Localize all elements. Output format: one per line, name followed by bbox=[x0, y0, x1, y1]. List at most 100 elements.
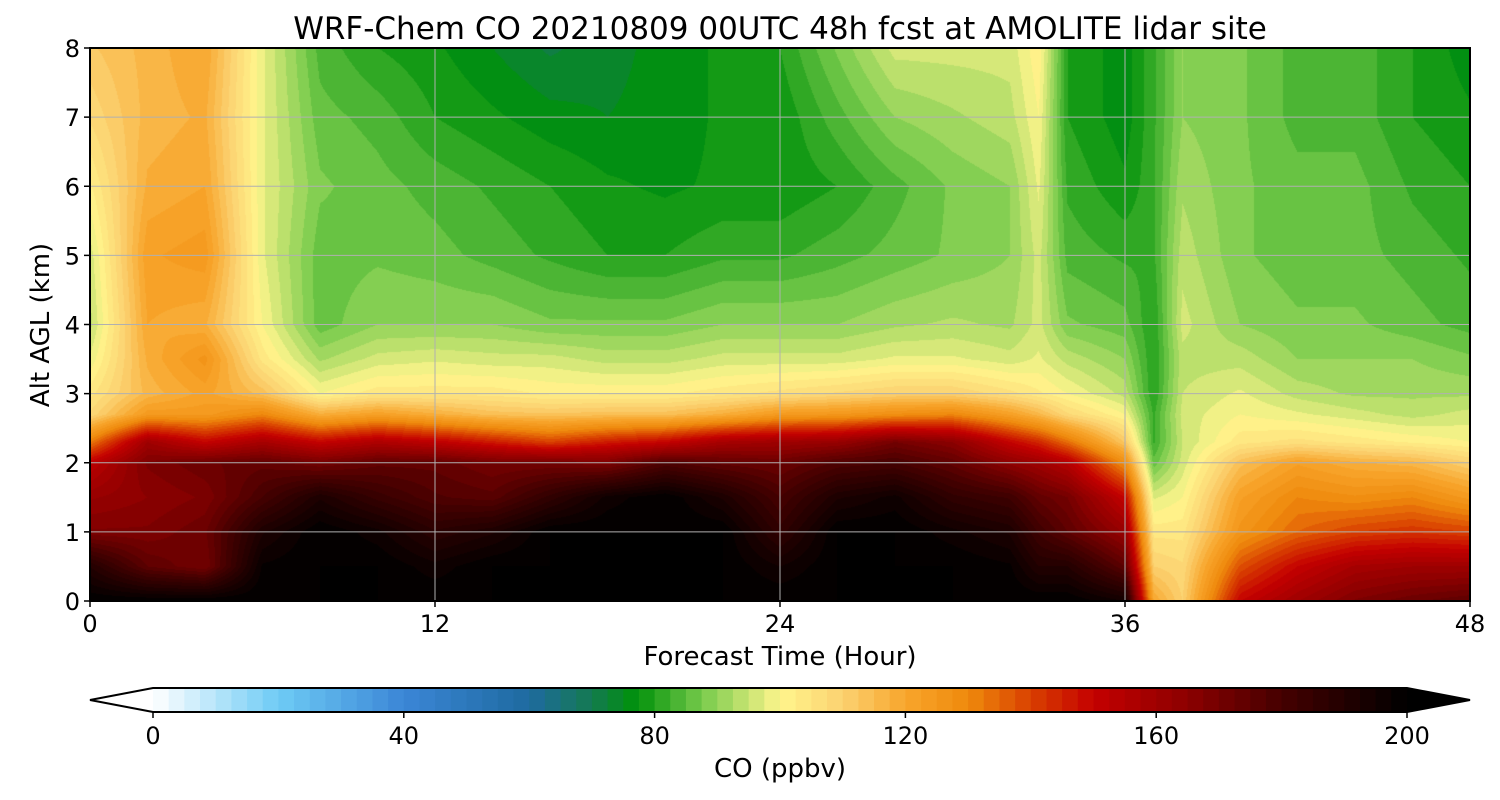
colorbar-level bbox=[450, 688, 468, 712]
y-axis-label: Alt AGL (km) bbox=[26, 243, 56, 407]
colorbar-level bbox=[701, 688, 718, 712]
colorbar-level bbox=[309, 688, 327, 712]
colorbar-tick-label: 120 bbox=[882, 722, 928, 750]
colorbar-level bbox=[497, 688, 515, 712]
colorbar-level bbox=[215, 688, 232, 712]
colorbar-level bbox=[1328, 688, 1345, 712]
x-tick-label: 0 bbox=[82, 610, 97, 638]
colorbar-level bbox=[372, 688, 389, 712]
y-tick-label: 7 bbox=[65, 104, 80, 132]
y-tick-label: 6 bbox=[65, 173, 80, 201]
colorbar-level bbox=[1187, 688, 1204, 712]
x-tick-label: 36 bbox=[1110, 610, 1141, 638]
colorbar-level bbox=[1062, 688, 1079, 712]
colorbar-level bbox=[1391, 688, 1408, 712]
colorbar-level bbox=[513, 688, 530, 712]
colorbar-level bbox=[591, 688, 609, 712]
y-tick-label: 8 bbox=[65, 35, 80, 63]
colorbar-level bbox=[184, 688, 201, 712]
colorbar-level bbox=[748, 688, 765, 712]
colorbar-level bbox=[889, 688, 906, 712]
colorbar-level bbox=[1077, 688, 1095, 712]
colorbar-level bbox=[936, 688, 954, 712]
x-tick-label: 24 bbox=[765, 610, 796, 638]
colorbar-level bbox=[1124, 688, 1142, 712]
colorbar-level bbox=[623, 688, 640, 712]
chart-title: WRF-Chem CO 20210809 00UTC 48h fcst at A… bbox=[293, 11, 1267, 47]
colorbar-level bbox=[1046, 688, 1063, 712]
colorbar-level bbox=[983, 688, 1001, 712]
colorbar-level bbox=[1171, 688, 1189, 712]
colorbar-level bbox=[999, 688, 1016, 712]
colorbar-level bbox=[654, 688, 671, 712]
y-axis: 0 1 2 3 4 5 6 7 8 bbox=[65, 35, 90, 616]
colorbar-level bbox=[1109, 688, 1126, 712]
colorbar-level bbox=[1156, 688, 1173, 712]
colorbar-level bbox=[1312, 688, 1330, 712]
colorbar-level bbox=[811, 688, 828, 712]
colorbar-level bbox=[1030, 688, 1048, 712]
colorbar-tick-label: 40 bbox=[389, 722, 420, 750]
colorbar-level bbox=[858, 688, 875, 712]
colorbar-level bbox=[905, 688, 922, 712]
colorbar-extend-max bbox=[1407, 688, 1470, 712]
colorbar-level bbox=[607, 688, 624, 712]
colorbar-level bbox=[482, 688, 499, 712]
colorbar-level bbox=[560, 688, 577, 712]
y-tick-label: 5 bbox=[65, 242, 80, 270]
colorbar-level bbox=[827, 688, 844, 712]
colorbar-ticks: 0 40 80 120 160 200 bbox=[145, 712, 1430, 750]
colorbar-level bbox=[732, 688, 750, 712]
colorbar-level bbox=[419, 688, 436, 712]
y-tick-label: 1 bbox=[65, 519, 80, 547]
colorbar-level bbox=[638, 688, 656, 712]
colorbar-level bbox=[1359, 688, 1377, 712]
colorbar-extend-min bbox=[90, 688, 153, 712]
colorbar-level bbox=[795, 688, 812, 712]
colorbar: 0 40 80 120 160 200 bbox=[89, 687, 1471, 750]
colorbar-level bbox=[1344, 688, 1361, 712]
colorbar-level bbox=[325, 688, 342, 712]
colorbar-label: CO (ppbv) bbox=[714, 754, 846, 784]
y-tick-label: 0 bbox=[65, 588, 80, 616]
colorbar-level bbox=[780, 688, 797, 712]
x-axis-label: Forecast Time (Hour) bbox=[643, 642, 916, 672]
colorbar-level bbox=[968, 688, 985, 712]
colorbar-tick-label: 200 bbox=[1384, 722, 1430, 750]
colorbar-level bbox=[1093, 688, 1110, 712]
colorbar-level bbox=[200, 688, 217, 712]
colorbar-level bbox=[1297, 688, 1314, 712]
colorbar-level bbox=[717, 688, 734, 712]
colorbar-tick-label: 80 bbox=[639, 722, 670, 750]
colorbar-level bbox=[1375, 688, 1392, 712]
colorbar-level bbox=[1250, 688, 1267, 712]
colorbar-level bbox=[576, 688, 593, 712]
colorbar-level bbox=[842, 688, 859, 712]
x-tick-label: 48 bbox=[1455, 610, 1486, 638]
y-tick-label: 4 bbox=[65, 312, 80, 340]
colorbar-level bbox=[1015, 688, 1032, 712]
colorbar-level bbox=[670, 688, 687, 712]
colorbar-level bbox=[403, 688, 421, 712]
colorbar-level bbox=[356, 688, 374, 712]
colorbar-level bbox=[1265, 688, 1283, 712]
colorbar-level bbox=[466, 688, 483, 712]
colorbar-level bbox=[247, 688, 264, 712]
colorbar-level bbox=[1218, 688, 1236, 712]
y-tick-label: 3 bbox=[65, 381, 80, 409]
colorbar-level bbox=[1203, 688, 1220, 712]
colorbar-level bbox=[388, 688, 405, 712]
x-axis: 0 12 24 36 48 bbox=[82, 601, 1485, 638]
colorbar-level bbox=[278, 688, 295, 712]
colorbar-level bbox=[341, 688, 358, 712]
colorbar-level bbox=[294, 688, 311, 712]
colorbar-level bbox=[544, 688, 562, 712]
colorbar-level bbox=[952, 688, 969, 712]
x-tick-label: 12 bbox=[420, 610, 451, 638]
colorbar-tick-label: 160 bbox=[1133, 722, 1179, 750]
colorbar-level bbox=[1140, 688, 1157, 712]
y-tick-label: 2 bbox=[65, 450, 80, 478]
colorbar-level bbox=[764, 688, 781, 712]
